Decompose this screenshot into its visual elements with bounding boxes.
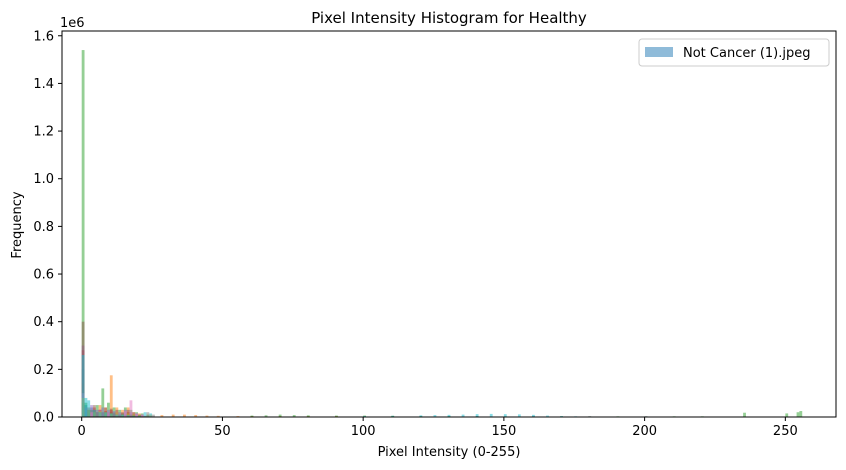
bar-s2-b16 <box>292 415 296 417</box>
series-9 <box>81 355 578 417</box>
bar-s5-b5 <box>109 408 113 417</box>
bar-s4-b2 <box>90 405 93 417</box>
legend-box <box>638 38 830 67</box>
x-axis-ticks: 0 50 100 150 200 250 <box>78 417 798 439</box>
bar-s6-b3 <box>107 412 110 417</box>
x-tick-label-1: 50 <box>214 424 231 439</box>
x-tick-label-0: 0 <box>78 424 86 439</box>
bar-s5-b9 <box>132 412 136 417</box>
y-axis-ticks: 0.0 0.2 0.4 0.6 0.8 1.0 1.2 1.4 1.6 <box>33 29 62 426</box>
bar-s8-b6 <box>115 412 119 417</box>
histogram-bars <box>81 50 803 418</box>
bar-s9-b2 <box>87 400 91 417</box>
bar-s7-b4 <box>112 412 116 417</box>
y-tick-label-0: 0.0 <box>33 411 54 426</box>
legend-swatch <box>645 47 673 57</box>
legend: Not Cancer (1).jpeg <box>638 38 830 67</box>
bar-s9-b20 <box>475 414 479 417</box>
bar-s1-b17 <box>216 415 220 417</box>
bar-s9-b3 <box>92 409 96 417</box>
bar-s1-b13 <box>171 414 175 417</box>
bar-s1-b16 <box>205 415 209 417</box>
series-4 <box>81 345 648 417</box>
bar-s9-b16 <box>419 415 423 417</box>
bar-s9-b22 <box>503 414 507 417</box>
bar-s9-b19 <box>461 414 465 417</box>
bar-s1-b12 <box>160 415 164 417</box>
bar-s9-b12 <box>143 412 147 417</box>
bar-s4-b4 <box>101 407 105 417</box>
bar-s2-b35 <box>799 411 803 417</box>
bar-s7-b8 <box>146 412 150 417</box>
x-tick-label-4: 200 <box>632 424 657 439</box>
y-tick-label-4: 0.8 <box>33 220 54 235</box>
bar-s1-b15 <box>194 415 198 417</box>
bar-s6-b8 <box>140 414 144 417</box>
bar-s7-b9 <box>152 414 155 417</box>
bar-s2-b32 <box>743 412 746 417</box>
bar-s9-b8 <box>121 414 124 417</box>
bar-s1-b5 <box>109 375 113 417</box>
legend-entry-label: Not Cancer (1).jpeg <box>683 46 810 61</box>
bar-s9-b7 <box>115 414 119 417</box>
bar-s1-b14 <box>183 414 186 417</box>
bar-s9-b25 <box>546 415 549 417</box>
bar-s9-b0 <box>81 355 85 417</box>
bar-s9-b9 <box>126 415 130 417</box>
x-tick-label-2: 100 <box>351 424 376 439</box>
bar-s7-b2 <box>95 412 99 417</box>
bar-s9-b4 <box>98 412 102 417</box>
bar-s9-b17 <box>433 415 437 417</box>
bar-s6-b7 <box>135 413 138 417</box>
y-tick-label-5: 1.0 <box>33 172 54 187</box>
bar-s2-b15 <box>278 414 282 417</box>
y-axis-offset-label: 1e6 <box>60 16 85 31</box>
bar-s2-b0 <box>81 50 85 418</box>
bar-s6-b6 <box>129 400 133 417</box>
bar-s9-b18 <box>447 414 451 417</box>
bar-s9-b24 <box>532 414 535 417</box>
bar-s9-b10 <box>132 415 136 417</box>
bar-s2-b18 <box>335 415 338 417</box>
y-tick-label-1: 0.2 <box>33 363 54 378</box>
bar-s9-b11 <box>137 415 141 417</box>
chart-title: Pixel Intensity Histogram for Healthy <box>311 9 587 27</box>
x-tick-label-5: 250 <box>773 424 798 439</box>
bar-s2-b34 <box>796 412 800 417</box>
y-tick-label-2: 0.4 <box>33 315 54 330</box>
bar-s2-b33 <box>785 413 789 417</box>
bar-s2-b4 <box>101 388 105 417</box>
series-2 <box>81 50 803 418</box>
y-tick-label-8: 1.6 <box>33 29 54 44</box>
bar-s6-b5 <box>123 411 127 417</box>
bar-s6-b1 <box>90 412 93 417</box>
y-tick-label-7: 1.4 <box>33 77 54 92</box>
x-tick-label-3: 150 <box>491 424 516 439</box>
y-tick-label-3: 0.6 <box>33 268 54 283</box>
bar-s2-b14 <box>264 415 268 417</box>
bar-s9-b15 <box>391 415 395 417</box>
bar-s4-b7 <box>118 412 122 417</box>
bar-s9-b1 <box>84 397 88 417</box>
plot-frame <box>61 30 837 418</box>
y-axis-label: Frequency <box>10 191 25 258</box>
bar-s9-b21 <box>489 413 493 417</box>
series-1 <box>81 375 423 418</box>
bar-s9-b5 <box>104 412 108 417</box>
bar-s9-b6 <box>109 413 113 417</box>
bar-s7-b6 <box>129 414 133 417</box>
bar-s5-b8 <box>126 409 130 417</box>
x-axis-label: Pixel Intensity (0-255) <box>378 445 521 460</box>
bar-s2-b13 <box>250 415 254 417</box>
bar-s2-b17 <box>306 415 310 417</box>
bar-s9-b23 <box>517 414 521 417</box>
bar-s9-b13 <box>149 413 153 417</box>
y-tick-label-6: 1.2 <box>33 125 54 140</box>
